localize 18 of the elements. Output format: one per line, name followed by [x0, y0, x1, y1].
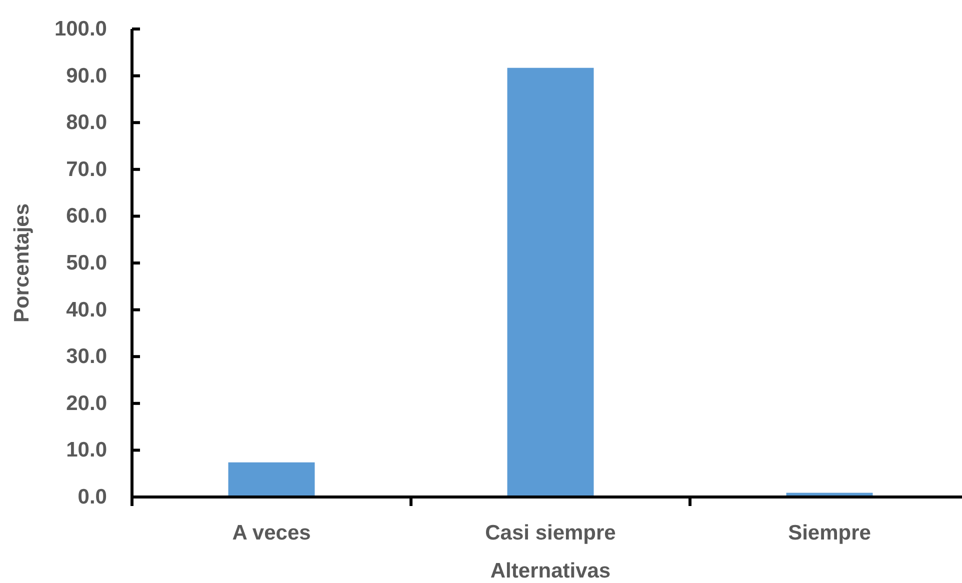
x-tick-label: Casi siempre [485, 522, 616, 544]
y-tick-label: 80.0 [66, 111, 107, 134]
y-tick-label: 10.0 [66, 438, 107, 462]
y-tick-label: 60.0 [66, 204, 107, 228]
bar [507, 68, 594, 497]
y-axis-title: Porcentajes [10, 203, 34, 323]
y-tick-label: 30.0 [66, 345, 107, 368]
y-tick-label: 20.0 [66, 392, 107, 415]
x-tick-label: A veces [232, 522, 311, 544]
y-tick-label: 70.0 [66, 158, 107, 181]
y-tick-label: 0.0 [78, 486, 107, 508]
y-tick-label: 40.0 [66, 298, 107, 322]
x-axis-title: Alternativas [490, 560, 611, 582]
x-tick-label: Siempre [788, 522, 871, 544]
y-tick-label: 50.0 [66, 252, 107, 274]
y-tick-label: 100.0 [54, 18, 107, 40]
bar [228, 462, 315, 497]
y-tick-label: 90.0 [66, 64, 107, 88]
